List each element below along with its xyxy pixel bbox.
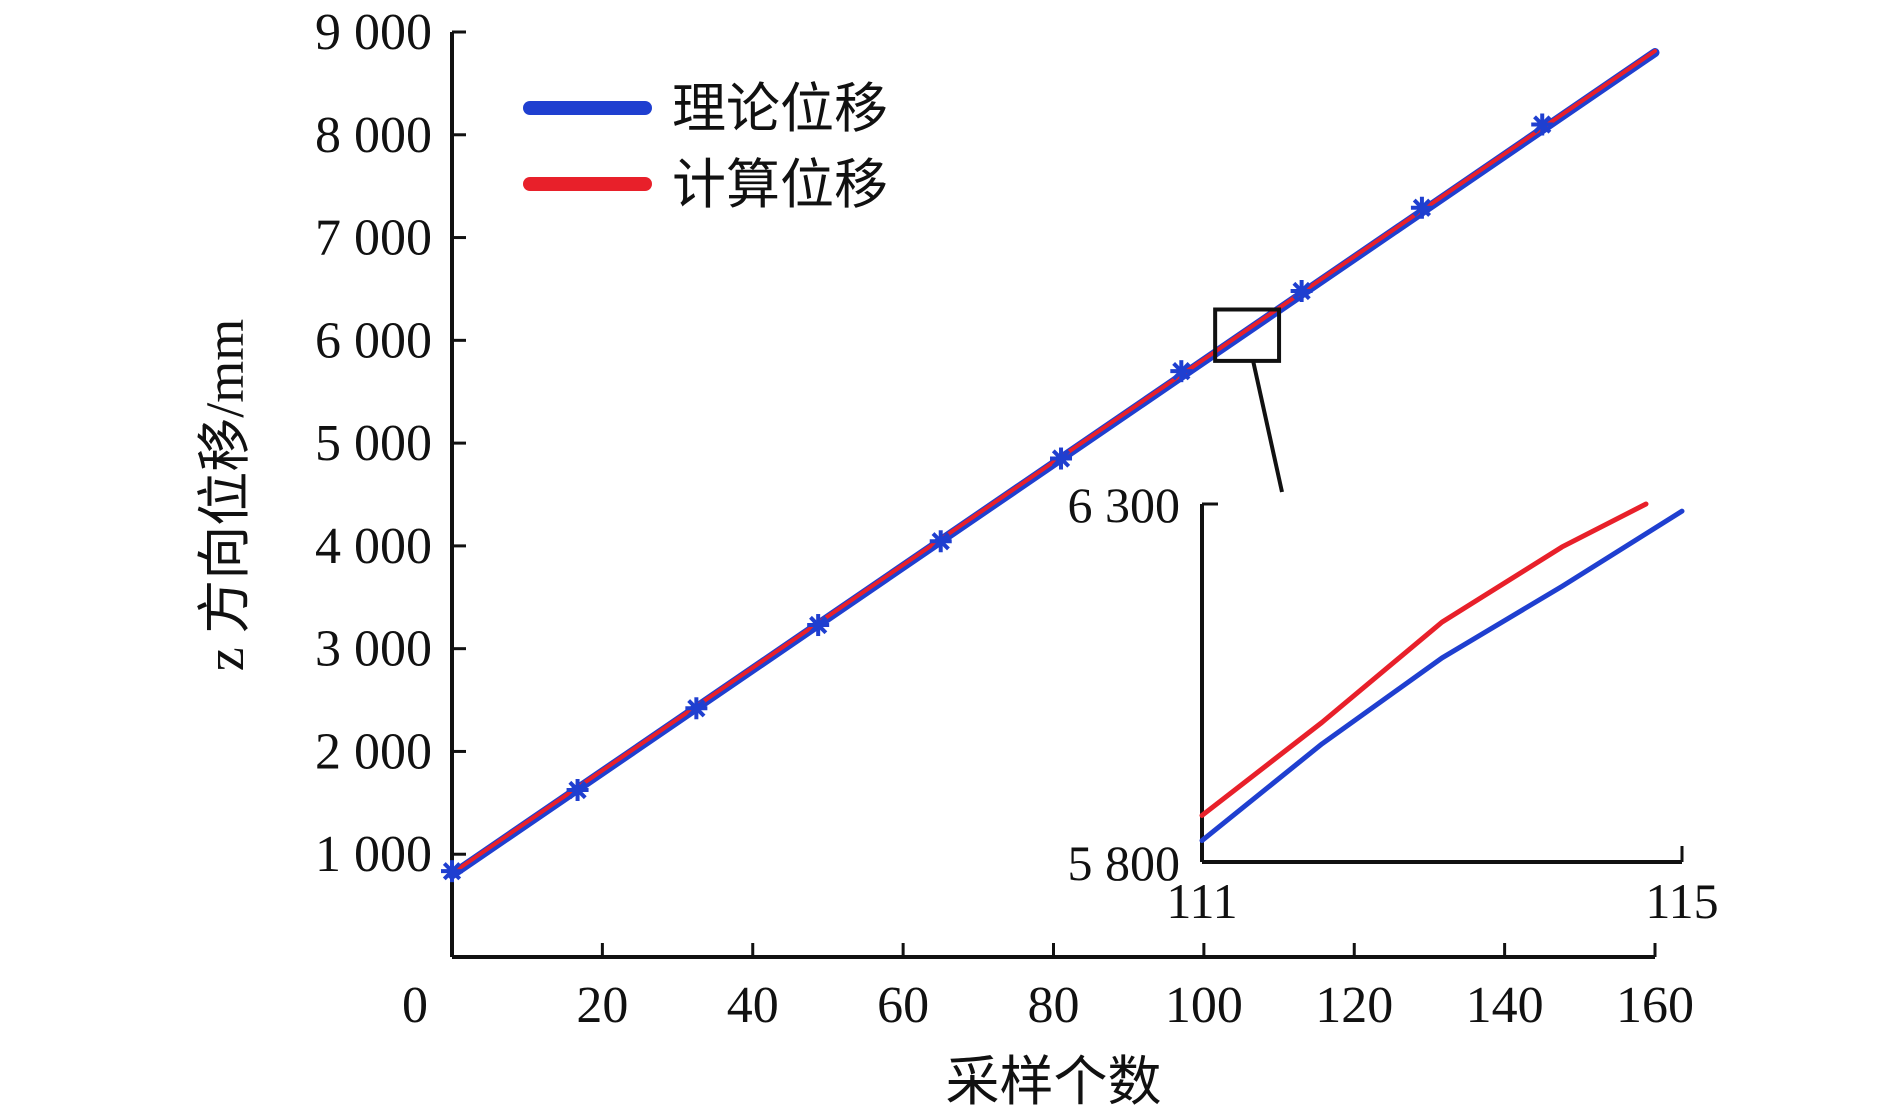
inset-series-line-theoretical bbox=[1199, 508, 1685, 844]
x-tick-label: 20 bbox=[576, 977, 628, 1034]
data-point bbox=[441, 860, 463, 883]
y-tick-label: 6 000 bbox=[315, 312, 432, 369]
asterisk-marker-stroke bbox=[568, 780, 587, 800]
data-point bbox=[807, 614, 830, 637]
data-point bbox=[685, 697, 708, 720]
data-point bbox=[1050, 447, 1073, 470]
x-tick-label: 60 bbox=[877, 977, 929, 1034]
legend-label: 理论位移 bbox=[672, 79, 888, 139]
y-tick-label: 1 000 bbox=[315, 826, 432, 883]
inset-y-tick-label: 6 300 bbox=[1068, 477, 1181, 533]
x-tick-label: 160 bbox=[1616, 977, 1694, 1034]
data-point bbox=[929, 530, 952, 553]
inset-x-tick-label: 111 bbox=[1166, 873, 1237, 929]
y-tick-label: 2 000 bbox=[315, 723, 432, 780]
asterisk-marker-stroke bbox=[1172, 362, 1191, 381]
x-tick-label: 140 bbox=[1466, 977, 1544, 1034]
asterisk-marker-stroke bbox=[809, 615, 828, 635]
y-tick-label: 8 000 bbox=[315, 107, 432, 164]
x-tick-label: 80 bbox=[1028, 977, 1080, 1034]
y-tick-label: 4 000 bbox=[315, 518, 432, 575]
y-axis-label: z 方向位移/mm bbox=[195, 319, 255, 671]
x-tick-label: 120 bbox=[1315, 977, 1393, 1034]
zoom-highlight-box bbox=[1213, 307, 1282, 363]
x-axis-label: 采样个数 bbox=[946, 1052, 1162, 1112]
zoom-connector-line bbox=[1251, 360, 1284, 493]
asterisk-marker-stroke bbox=[1533, 115, 1552, 134]
y-tick-label: 5 000 bbox=[315, 415, 432, 472]
y-tick-label: 3 000 bbox=[315, 621, 432, 678]
asterisk-marker-stroke bbox=[1292, 281, 1311, 301]
x-tick-label: 40 bbox=[727, 977, 779, 1034]
asterisk-marker-stroke bbox=[1412, 198, 1432, 217]
data-point bbox=[1410, 196, 1433, 219]
asterisk-marker-stroke bbox=[442, 862, 462, 881]
data-point bbox=[1531, 113, 1554, 136]
data-point bbox=[1170, 360, 1193, 383]
main-series bbox=[441, 48, 1660, 883]
data-point bbox=[566, 778, 589, 801]
series-line-computed bbox=[450, 49, 1657, 876]
x-tick-label: 100 bbox=[1165, 977, 1243, 1034]
asterisk-marker-stroke bbox=[931, 532, 950, 551]
legend-label: 计算位移 bbox=[672, 155, 888, 215]
inset-y-tick-label: 5 800 bbox=[1068, 835, 1181, 891]
x-tick-label: 0 bbox=[402, 977, 428, 1034]
y-tick-label: 9 000 bbox=[315, 4, 432, 61]
inset-chart: 5 800 6 300 111 115 bbox=[1068, 477, 1719, 929]
inset-x-tick-label: 115 bbox=[1645, 873, 1718, 929]
inset-series-line-computed bbox=[1199, 501, 1649, 818]
y-tick-label: 7 000 bbox=[315, 210, 432, 267]
data-point bbox=[1290, 280, 1313, 302]
asterisk-marker-stroke bbox=[1051, 449, 1071, 468]
asterisk-marker-stroke bbox=[687, 699, 706, 718]
main-axes: 0 20 40 60 80 100 120 140 160 1 000 2 000 3 000 4 00… bbox=[315, 4, 1694, 1034]
